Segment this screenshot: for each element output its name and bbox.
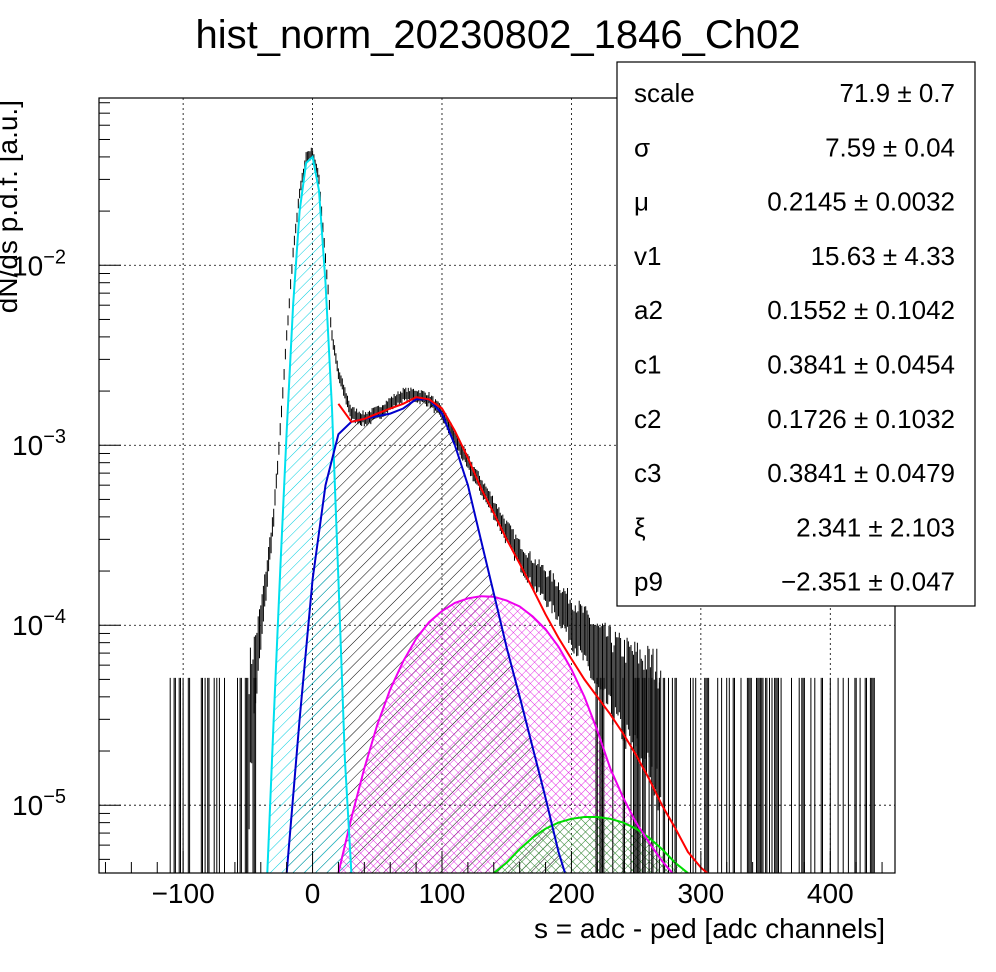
stats-value: 7.59 <box>825 132 876 162</box>
stats-param-name: p9 <box>634 567 663 597</box>
stats-pm: ± <box>876 132 905 162</box>
stats-box: scale 71.9 ± 0.7 σ 7.59 ± 0.04 μ 0.2145 ± 0.0… <box>616 61 976 607</box>
stats-value: 0.1552 <box>767 295 847 325</box>
stats-error: 0.047 <box>890 567 955 597</box>
stats-param-value: 71.9 ± 0.7 <box>840 78 955 108</box>
y-tick-label: 10−5 <box>12 786 66 821</box>
stats-param-name: μ <box>634 187 649 217</box>
y-tick-exponent: −4 <box>43 606 66 628</box>
stats-error: 0.0479 <box>875 458 955 488</box>
stats-param-name: scale <box>634 78 695 108</box>
y-tick-label: 10−2 <box>12 246 66 281</box>
y-tick-exponent: −3 <box>43 426 66 448</box>
stats-value: 15.63 <box>811 241 876 271</box>
stats-error: 0.1042 <box>875 295 955 325</box>
y-axis-label: dN/ds p.d.f. [a.u.] <box>0 100 23 313</box>
stats-pm: ± <box>847 458 876 488</box>
stats-param-name: a2 <box>634 295 663 325</box>
stats-param-name: σ <box>634 132 650 162</box>
stats-param-name: c1 <box>634 350 661 380</box>
stats-value: 0.2145 <box>767 187 847 217</box>
stats-error: 0.0454 <box>875 350 955 380</box>
stats-pm: ± <box>890 78 919 108</box>
stats-value: 0.3841 <box>767 350 847 380</box>
x-tick-label: 100 <box>419 878 466 909</box>
y-tick-exponent: −2 <box>43 246 66 268</box>
y-tick-base: 10 <box>12 250 43 281</box>
second-photoelectron-curve <box>337 595 674 873</box>
stats-value: 0.3841 <box>767 458 847 488</box>
stats-pm: ± <box>847 404 876 434</box>
x-tick-label: −100 <box>152 878 215 909</box>
chart-title: hist_norm_20230802_1846_Ch02 <box>196 13 801 57</box>
y-tick-label: 10−3 <box>12 426 66 461</box>
stats-param-value: 7.59 ± 0.04 <box>825 132 955 162</box>
stats-param-value: 0.1726 ± 0.1032 <box>767 404 955 434</box>
stats-value: 0.1726 <box>767 404 847 434</box>
x-tick-label: 0 <box>305 878 321 909</box>
stats-error: 2.103 <box>890 512 955 542</box>
pedestal-peak-fill <box>267 156 352 873</box>
stats-error: 0.7 <box>919 78 955 108</box>
stats-pm: ± <box>847 350 876 380</box>
stats-error: 0.0032 <box>875 187 955 217</box>
component-fills <box>267 156 688 873</box>
stats-param-value: 0.2145 ± 0.0032 <box>767 187 955 217</box>
fit-curves <box>266 154 708 873</box>
x-tick-label: 300 <box>677 878 724 909</box>
y-tick-label: 10−4 <box>12 606 66 641</box>
stats-param-value: 0.3841 ± 0.0479 <box>767 458 955 488</box>
y-tick-exponent: −5 <box>43 786 66 808</box>
stats-box-frame <box>616 61 976 607</box>
stats-param-value: 0.1552 ± 0.1042 <box>767 295 955 325</box>
y-tick-base: 10 <box>12 430 43 461</box>
stats-param-name: v1 <box>634 241 661 271</box>
total-fit-curve <box>337 396 708 873</box>
third-photoelectron-curve <box>493 816 689 873</box>
pedestal-peak-curve <box>266 154 353 873</box>
stats-error: 4.33 <box>904 241 955 271</box>
noise-floor-bins <box>169 677 875 873</box>
stats-value: −2.351 <box>781 567 861 597</box>
stats-param-name: c2 <box>634 404 661 434</box>
stats-param-value: 2.341 ± 2.103 <box>796 512 955 542</box>
stats-param-value: −2.351 ± 0.047 <box>781 567 955 597</box>
x-tick-label: 200 <box>548 878 595 909</box>
stats-param-name: ξ <box>634 512 646 542</box>
x-tick-label: 400 <box>807 878 854 909</box>
stats-pm: ± <box>876 241 905 271</box>
stats-error: 0.04 <box>904 132 955 162</box>
stats-value: 2.341 <box>796 512 861 542</box>
stats-param-name: c3 <box>634 458 661 488</box>
stats-pm: ± <box>861 567 890 597</box>
y-tick-base: 10 <box>12 610 43 641</box>
stats-param-value: 0.3841 ± 0.0454 <box>767 350 955 380</box>
stats-error: 0.1032 <box>875 404 955 434</box>
stats-value: 71.9 <box>840 78 891 108</box>
stats-pm: ± <box>847 295 876 325</box>
y-tick-base: 10 <box>12 790 43 821</box>
stats-param-value: 15.63 ± 4.33 <box>811 241 955 271</box>
stats-pm: ± <box>861 512 890 542</box>
second-photoelectron-fill <box>338 596 673 873</box>
x-axis-label: s = adc - ped [adc channels] <box>534 913 885 944</box>
stats-pm: ± <box>847 187 876 217</box>
